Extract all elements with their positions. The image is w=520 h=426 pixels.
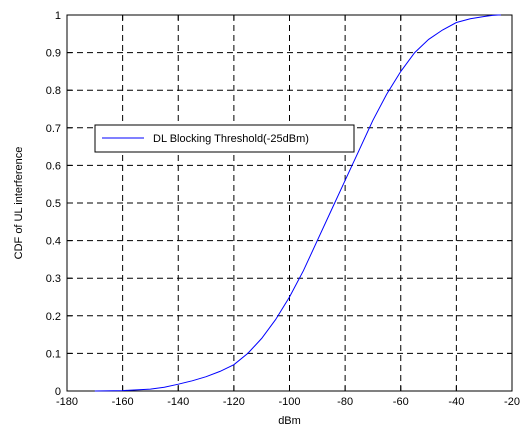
x-axis-label: dBm	[278, 415, 301, 426]
x-tick-label: -60	[393, 396, 409, 408]
y-tick-label: 0.7	[46, 123, 61, 135]
y-tick-label: 0.2	[46, 311, 61, 323]
x-tick-label: -80	[337, 396, 353, 408]
x-tick-label: -180	[56, 396, 78, 408]
y-tick-label: 0.8	[46, 85, 61, 97]
axis-ticks: -180 -160 -140 -120 -100 -80 -60 -40 -20 0 0.1 0.2 0…	[46, 10, 520, 408]
y-axis-label: CDF of UL interference	[13, 147, 25, 260]
legend: DL Blocking Threshold(-25dBm)	[94, 124, 355, 153]
y-tick-label: 0.9	[46, 48, 61, 60]
y-tick-label: 0.5	[46, 198, 61, 210]
x-tick-label: -120	[223, 396, 245, 408]
y-tick-label: 1	[55, 10, 61, 22]
series-line	[94, 14, 501, 392]
series-layer	[94, 14, 501, 392]
y-tick-label: 0.4	[46, 236, 61, 248]
x-tick-label: -40	[448, 396, 464, 408]
y-tick-label: 0.3	[46, 273, 61, 285]
y-tick-label: 0.6	[46, 160, 61, 172]
x-tick-label: -100	[278, 396, 300, 408]
y-tick-label: 0	[55, 386, 61, 398]
legend-label: DL Blocking Threshold(-25dBm)	[153, 133, 309, 145]
x-tick-label: -140	[167, 396, 189, 408]
x-tick-label: -160	[112, 396, 134, 408]
x-tick-label: -20	[504, 396, 520, 408]
y-tick-label: 0.1	[46, 348, 61, 360]
